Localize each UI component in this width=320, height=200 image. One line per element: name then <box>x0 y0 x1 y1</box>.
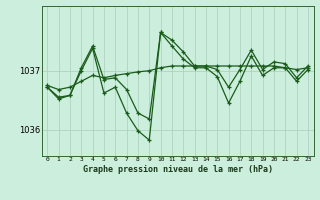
X-axis label: Graphe pression niveau de la mer (hPa): Graphe pression niveau de la mer (hPa) <box>83 165 273 174</box>
